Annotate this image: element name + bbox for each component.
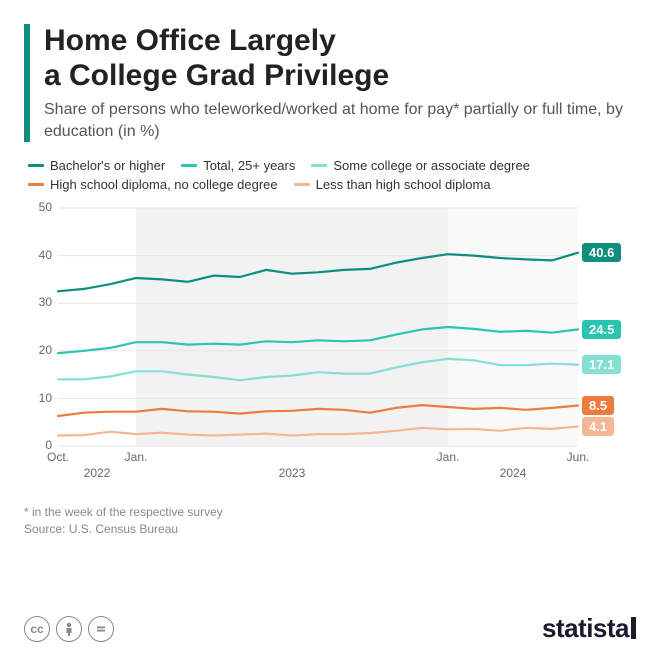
line-chart: 0102030405040.624.517.18.54.1Oct.Jan.Jan… bbox=[24, 200, 636, 490]
logo-text: statista bbox=[542, 613, 629, 644]
footnote-line-2: Source: U.S. Census Bureau bbox=[24, 522, 178, 536]
series-end-label: 24.5 bbox=[582, 320, 621, 339]
x-axis-month-label: Jan. bbox=[430, 450, 466, 464]
main-title: Home Office Largely a College Grad Privi… bbox=[44, 24, 636, 93]
legend-label: Less than high school diploma bbox=[316, 177, 491, 192]
statista-logo: statista bbox=[542, 613, 636, 644]
footnote-line-1: * in the week of the respective survey bbox=[24, 505, 223, 519]
nd-icon bbox=[88, 616, 114, 642]
legend-swatch bbox=[311, 164, 327, 167]
legend-swatch bbox=[294, 183, 310, 186]
y-axis-label: 50 bbox=[26, 200, 52, 214]
legend-label: High school diploma, no college degree bbox=[50, 177, 278, 192]
chart-svg bbox=[24, 200, 636, 490]
legend-swatch bbox=[28, 164, 44, 167]
x-axis-month-label: Jan. bbox=[118, 450, 154, 464]
x-axis-month-label: Jun. bbox=[560, 450, 596, 464]
title-line-1: Home Office Largely bbox=[44, 24, 336, 57]
x-axis-year-label: 2023 bbox=[270, 466, 314, 480]
series-end-label: 17.1 bbox=[582, 355, 621, 374]
legend-item: High school diploma, no college degree bbox=[28, 177, 278, 192]
logo-bar-icon bbox=[631, 617, 636, 639]
legend-item: Less than high school diploma bbox=[294, 177, 491, 192]
legend-label: Bachelor's or higher bbox=[50, 158, 165, 173]
legend-item: Some college or associate degree bbox=[311, 158, 530, 173]
subtitle: Share of persons who teleworked/worked a… bbox=[44, 99, 636, 142]
legend-label: Total, 25+ years bbox=[203, 158, 295, 173]
y-axis-label: 20 bbox=[26, 343, 52, 357]
infographic-container: Home Office Largely a College Grad Privi… bbox=[0, 0, 660, 554]
y-axis-label: 30 bbox=[26, 295, 52, 309]
x-axis-month-label: Oct. bbox=[40, 450, 76, 464]
legend-item: Bachelor's or higher bbox=[28, 158, 165, 173]
legend-item: Total, 25+ years bbox=[181, 158, 295, 173]
series-end-label: 4.1 bbox=[582, 417, 614, 436]
by-icon bbox=[56, 616, 82, 642]
x-axis-year-label: 2022 bbox=[75, 466, 119, 480]
chart-legend: Bachelor's or higher Total, 25+ years Some… bbox=[24, 158, 636, 192]
title-block: Home Office Largely a College Grad Privi… bbox=[24, 24, 636, 142]
license-icons: cc bbox=[24, 616, 114, 642]
y-axis-label: 10 bbox=[26, 391, 52, 405]
legend-label: Some college or associate degree bbox=[333, 158, 530, 173]
footer: cc statista bbox=[24, 613, 636, 644]
legend-swatch bbox=[28, 183, 44, 186]
series-end-label: 40.6 bbox=[582, 243, 621, 262]
footnote: * in the week of the respective survey S… bbox=[24, 504, 636, 538]
series-end-label: 8.5 bbox=[582, 396, 614, 415]
x-axis-year-label: 2024 bbox=[491, 466, 535, 480]
title-line-2: a College Grad Privilege bbox=[44, 59, 389, 92]
legend-swatch bbox=[181, 164, 197, 167]
y-axis-label: 40 bbox=[26, 248, 52, 262]
cc-icon: cc bbox=[24, 616, 50, 642]
